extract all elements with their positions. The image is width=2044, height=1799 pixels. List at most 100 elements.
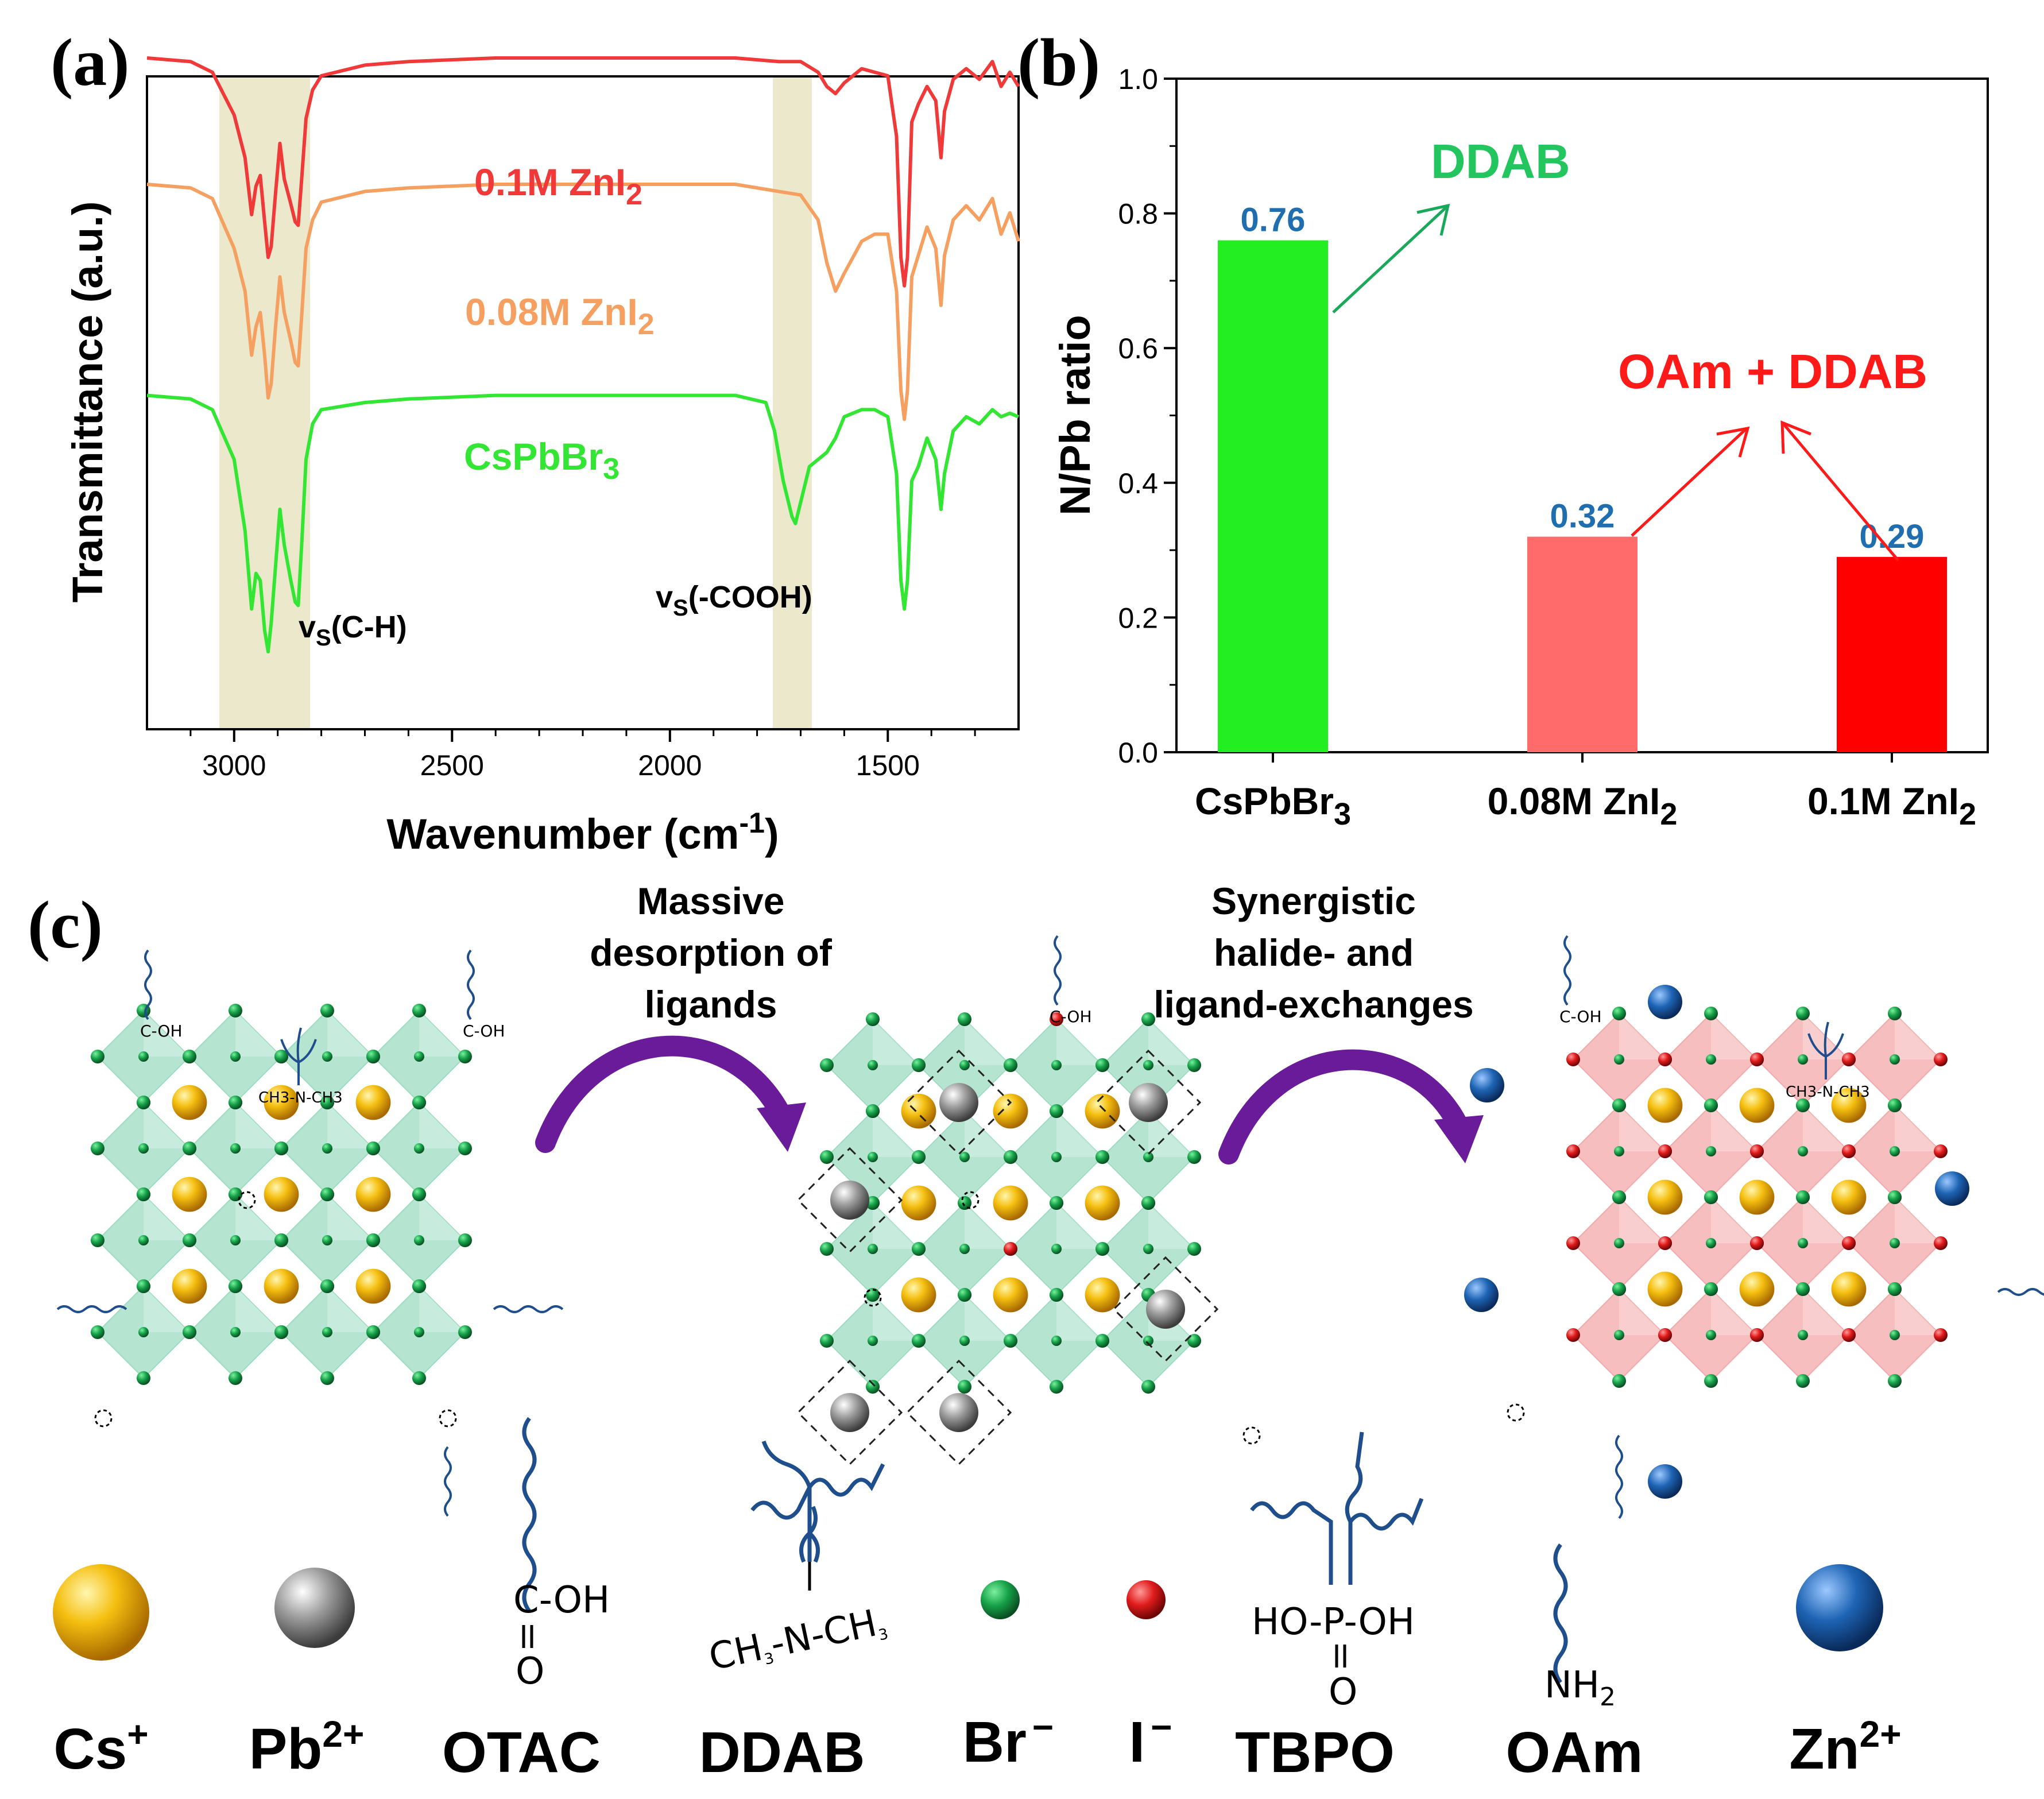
pb-atom-exposed xyxy=(1129,1083,1168,1122)
lig-otac-5 xyxy=(56,1305,127,1313)
step2-line1: Synergistic xyxy=(1211,880,1416,922)
zn-atom xyxy=(1464,1278,1499,1312)
halide-atom xyxy=(1050,1380,1063,1394)
lig-otac-3-label: C-OH xyxy=(1050,1007,1092,1026)
legend: C-OH O CH3-N-CH3 HO-P-OH O NH2 xyxy=(53,1417,1883,1713)
halide-atom xyxy=(866,1012,880,1026)
legend-label-br: Br − xyxy=(963,1707,1054,1774)
arrow-ddab xyxy=(1332,206,1448,314)
series-label-0.08M: 0.08M ZnI2 xyxy=(465,291,655,341)
legend-oam-chain xyxy=(1553,1543,1568,1684)
halide-atom xyxy=(1187,1334,1201,1348)
annotation-vs-cooh: vS(-COOH) xyxy=(656,580,812,621)
apex-atom xyxy=(1143,1336,1153,1346)
halide-atom xyxy=(1612,1282,1626,1296)
halide-atom xyxy=(958,1012,971,1026)
y-axis-title: Transmittance (a.u.) xyxy=(64,201,111,602)
legend-label-cs: Cs+ xyxy=(53,1713,148,1781)
halide-atom xyxy=(1141,1380,1155,1394)
halide-atom xyxy=(1004,1150,1017,1164)
apex-atom xyxy=(1890,1146,1900,1156)
octahedron-face xyxy=(327,1286,373,1332)
bar-value-label-1: 0.32 xyxy=(1550,498,1615,535)
halide-atom xyxy=(229,1096,242,1109)
halide-atom xyxy=(1095,1150,1109,1164)
halide-atom xyxy=(1888,1190,1902,1204)
halide-atom xyxy=(183,1233,196,1247)
cs-atom xyxy=(1085,1277,1120,1313)
vacancy-outline xyxy=(905,1049,1012,1156)
vacancy-site xyxy=(961,1191,980,1209)
halide-atom xyxy=(820,1058,834,1072)
halide-atom xyxy=(1187,1058,1201,1072)
apex-atom xyxy=(1143,1152,1153,1162)
apex-atom xyxy=(414,1051,424,1062)
pb-atom-exposed xyxy=(939,1393,978,1432)
cs-atom xyxy=(264,1177,299,1212)
cs-atom xyxy=(1831,1088,1867,1123)
series-line-1 xyxy=(146,183,1020,421)
annotation-oam-ddab: OAm + DDAB xyxy=(1618,345,1927,399)
halide-atom xyxy=(1888,1282,1902,1296)
cs-atom xyxy=(1647,1271,1683,1307)
halide-atom xyxy=(1612,1190,1626,1204)
legend-label-zn: Zn2+ xyxy=(1789,1713,1901,1781)
lig-otac-3-chain xyxy=(1054,935,1062,1006)
halide-atom xyxy=(1566,1144,1580,1158)
apex-atom xyxy=(1890,1054,1900,1065)
octahedron-face xyxy=(327,1102,373,1148)
halide-atom xyxy=(1658,1328,1672,1342)
lig-ddab-2-label: CH3-N-CH3 xyxy=(1786,1084,1870,1101)
halide-atom xyxy=(458,1325,472,1339)
halide-atom xyxy=(91,1325,104,1339)
legend-br-sphere xyxy=(981,1580,1020,1619)
vacancy-site xyxy=(864,1289,882,1307)
cs-atom xyxy=(1085,1093,1120,1129)
halide-atom xyxy=(1095,1334,1109,1348)
apex-atom xyxy=(1051,1336,1062,1346)
panel-b-label: (b) xyxy=(1017,25,1100,100)
legend-label-i: I − xyxy=(1129,1707,1172,1774)
vacancy-outline xyxy=(796,1359,903,1466)
lattices xyxy=(91,985,1969,1499)
step1-line2: desorption of xyxy=(590,931,833,974)
vacancy-outline xyxy=(1112,1256,1219,1363)
apex-atom xyxy=(959,1152,970,1162)
apex-atom xyxy=(1143,1244,1153,1254)
octahedron-face xyxy=(144,1194,189,1240)
y-tick-label: 0.8 xyxy=(1118,198,1158,230)
halide-atom xyxy=(1796,1282,1810,1296)
halide-atom xyxy=(137,1371,150,1385)
octahedron-face xyxy=(1619,1105,1665,1151)
apex-atom xyxy=(322,1051,332,1062)
octahedron-face xyxy=(1056,1203,1102,1249)
vacancy-site xyxy=(1242,1426,1261,1445)
shade-cooh-stretch xyxy=(773,76,812,729)
halide-atom xyxy=(458,1142,472,1155)
apex-atom xyxy=(959,1244,970,1254)
apex-atom xyxy=(230,1327,241,1337)
legend-oam-nh2: NH2 xyxy=(1544,1664,1616,1712)
halide-atom xyxy=(183,1050,196,1063)
halide-atom xyxy=(1658,1144,1672,1158)
octahedron-face xyxy=(144,1102,189,1148)
process-arrow-2 xyxy=(1218,1049,1469,1164)
halide-atom xyxy=(1750,1236,1764,1250)
legend-otac-chain xyxy=(522,1417,537,1613)
halide-atom xyxy=(366,1233,380,1247)
arrow-oam-1 xyxy=(1631,428,1747,537)
apex-atom xyxy=(230,1051,241,1062)
category-label-0: CsPbBr3 xyxy=(1195,780,1351,831)
legend-zn-sphere xyxy=(1796,1564,1883,1651)
step1-line3: ligands xyxy=(644,983,777,1026)
octahedron-face xyxy=(1619,1013,1665,1059)
halide-atom xyxy=(1934,1328,1948,1342)
bar-1 xyxy=(1527,536,1637,752)
step2-line3: ligand-exchanges xyxy=(1153,983,1474,1026)
apex-atom xyxy=(138,1235,149,1245)
halide-atom xyxy=(1612,1098,1626,1112)
bar-0 xyxy=(1218,240,1328,752)
x-tick-label-2500: 2500 xyxy=(420,749,484,781)
legend-ddab-chain-center xyxy=(799,1506,820,1563)
halide-atom xyxy=(458,1050,472,1063)
